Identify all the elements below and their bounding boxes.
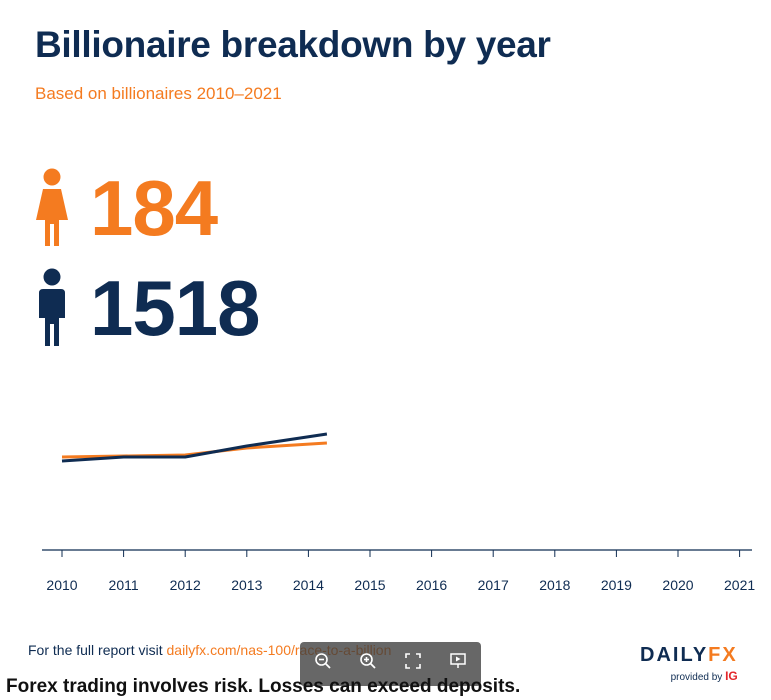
series-line-male (61, 432, 328, 463)
female-person-icon (36, 168, 68, 246)
logo-daily: DAILY (640, 644, 709, 666)
x-tick-label: 2012 (170, 577, 201, 593)
x-tick-label: 2020 (662, 577, 693, 593)
fullscreen-button[interactable] (402, 650, 424, 672)
logo-fx: FX (708, 644, 738, 666)
zoom-out-icon (314, 653, 331, 669)
zoom-in-button[interactable] (357, 650, 379, 672)
male-stat: 1518 (34, 264, 261, 352)
risk-disclaimer: Forex trading involves risk. Losses can … (6, 676, 521, 697)
x-tick-label: 2017 (478, 577, 509, 593)
x-tick-label: 2021 (724, 577, 755, 593)
x-tick-label: 2010 (46, 577, 77, 593)
x-tick-label: 2015 (354, 577, 385, 593)
viewer-toolbar (300, 642, 481, 686)
x-tick-label: 2013 (231, 577, 262, 593)
x-tick-label: 2018 (539, 577, 570, 593)
footer-prefix: For the full report visit (28, 642, 167, 658)
chart-subtitle: Based on billionaires 2010–2021 (35, 84, 282, 103)
zoom-out-button[interactable] (312, 650, 334, 672)
x-tick-label: 2011 (109, 577, 139, 593)
male-person-icon (39, 268, 65, 346)
line-chart: 2010 2011 2012 2013 2014 2015 2016 2017 2018 2019… (42, 432, 755, 593)
series-layer (61, 432, 328, 463)
logo-ig: IG (725, 669, 738, 683)
series-line-female (61, 441, 327, 459)
fullscreen-icon (405, 653, 421, 669)
x-tick-label: 2016 (416, 577, 447, 593)
x-tick-label: 2019 (601, 577, 632, 593)
zoom-in-icon (360, 653, 376, 669)
logo-provided: provided by (670, 672, 726, 683)
female-count: 184 (90, 164, 218, 252)
x-ticks: 2010 2011 2012 2013 2014 2015 2016 2017 2018 2019… (46, 550, 755, 593)
male-count: 1518 (90, 264, 261, 352)
present-icon (450, 653, 467, 668)
female-stat: 184 (34, 164, 218, 252)
chart-title: Billionaire breakdown by year (35, 24, 551, 65)
dailyfx-logo: DAILYFX provided by IG (640, 644, 738, 683)
present-button[interactable] (447, 650, 469, 672)
x-tick-label: 2014 (293, 577, 324, 593)
